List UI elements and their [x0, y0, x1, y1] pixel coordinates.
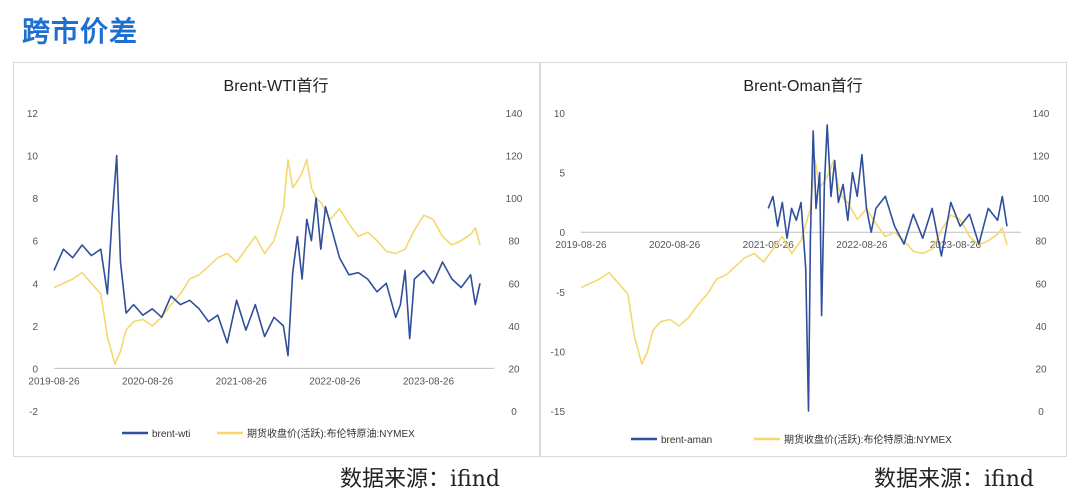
right-axis-tick-label: 100	[1033, 194, 1050, 205]
left-axis-tick-label: 12	[27, 109, 39, 120]
right-axis-tick-label: 0	[511, 407, 517, 418]
left-axis-tick-label: 2	[32, 322, 38, 333]
x-axis-tick-label: 2023-08-26	[930, 240, 982, 251]
right-axis-tick-label: 100	[506, 194, 523, 205]
spread-series-line	[53, 154, 481, 357]
left-axis-tick-label: -10	[551, 347, 566, 358]
source-note-right: 数据来源：ifind	[874, 467, 1034, 492]
chart-brent-wti: Brent-WTI首行-2024681012020406080100120140…	[27, 77, 523, 440]
x-axis-tick-label: 2021-08-26	[743, 240, 795, 251]
left-axis-tick-label: -5	[556, 288, 565, 299]
legend-label-price: 期货收盘价(活跃):布伦特原油:NYMEX	[784, 433, 952, 446]
left-axis-tick-label: -15	[551, 407, 566, 418]
x-axis-tick-label: 2022-08-26	[836, 240, 888, 251]
spread-series-line	[767, 124, 1008, 412]
x-axis-tick-label: 2019-08-26	[555, 240, 607, 251]
chart-title: Brent-WTI首行	[224, 77, 329, 95]
source-note-left: 数据来源：ifind	[340, 467, 500, 492]
right-axis-tick-label: 20	[508, 364, 520, 375]
right-axis-tick-label: 60	[508, 279, 520, 290]
chart-brent-oman: Brent-Oman首行-15-10-505100204060801001201…	[551, 77, 1050, 446]
x-axis-tick-label: 2023-08-26	[403, 376, 455, 387]
right-axis-tick-label: 80	[508, 237, 520, 248]
right-axis-tick-label: 0	[1038, 407, 1044, 418]
price-series-line	[53, 159, 481, 365]
chart-title: Brent-Oman首行	[743, 77, 862, 95]
right-axis-tick-label: 60	[1035, 279, 1047, 290]
x-axis-tick-label: 2019-08-26	[28, 376, 80, 387]
page-title: 跨市价差	[22, 15, 139, 48]
x-axis-tick-label: 2022-08-26	[309, 376, 361, 387]
left-axis-tick-label: 8	[32, 194, 38, 205]
right-axis-tick-label: 120	[1033, 152, 1050, 163]
x-axis-tick-label: 2020-08-26	[122, 376, 174, 387]
legend-label-spread: brent-wti	[152, 429, 190, 440]
left-axis-tick-label: 4	[32, 279, 38, 290]
right-axis-tick-label: 40	[1035, 322, 1047, 333]
left-axis-tick-label: 5	[559, 169, 565, 180]
x-axis-tick-label: 2021-08-26	[216, 376, 268, 387]
right-axis-tick-label: 120	[506, 152, 523, 163]
left-axis-tick-label: 0	[32, 364, 38, 375]
right-axis-tick-label: 140	[506, 109, 523, 120]
left-axis-tick-label: 6	[32, 237, 38, 248]
price-series-line	[580, 159, 1008, 365]
chart-panel-brent-oman: Brent-Oman首行 -15 -10 -5 0 5 10 0 20 40 60 80 100 120 1…	[540, 62, 1067, 457]
left-axis-tick-label: 10	[27, 152, 39, 163]
right-axis-tick-label: 80	[1035, 237, 1047, 248]
legend-label-price: 期货收盘价(活跃):布伦特原油:NYMEX	[247, 427, 415, 440]
left-axis-tick-label: 10	[554, 109, 566, 120]
chart-panel-brent-wti: Brent-WTI首行 -2 0 2 4 6 8 10 12 0 20 40 60 80 100 120 140…	[13, 62, 540, 457]
left-axis-tick-label: -2	[29, 407, 38, 418]
right-axis-tick-label: 40	[508, 322, 520, 333]
x-axis-tick-label: 2020-08-26	[649, 240, 701, 251]
left-axis-tick-label: 0	[559, 228, 565, 239]
legend-label-spread: brent-aman	[661, 435, 712, 446]
right-axis-tick-label: 140	[1033, 109, 1050, 120]
right-axis-tick-label: 20	[1035, 364, 1047, 375]
